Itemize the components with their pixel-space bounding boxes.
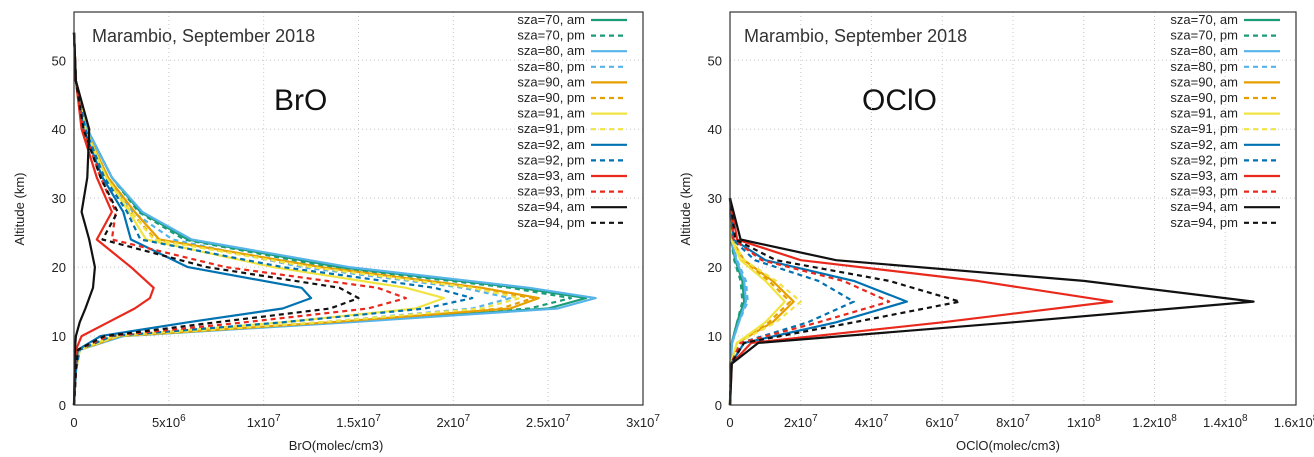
x-tick-label: 1.5x107 [336,413,381,430]
y-tick-label: 30 [708,191,722,206]
panel-title: Marambio, September 2018 [744,26,967,46]
x-tick-label: 1.2x108 [1132,413,1177,430]
species-annotation: OClO [862,84,937,117]
series-line [72,32,155,406]
legend-label: sza=94, pm [1170,215,1238,230]
y-tick-label: 40 [52,122,66,137]
y-tick-label: 10 [52,329,66,344]
series-line [728,198,1114,406]
y-tick-label: 0 [715,398,722,413]
legend-label: sza=92, pm [517,152,585,167]
y-axis-label: Altitude (km) [678,173,693,246]
x-tick-label: 5x106 [152,413,186,430]
panel-bro: Marambio, September 2018 BrO BrO(molec/c… [12,11,660,453]
legend-label: sza=93, pm [517,184,585,199]
legend-label: sza=90, pm [1170,90,1238,105]
series-line [728,197,1255,406]
x-tick-label: 1.4x108 [1203,413,1248,430]
legend-label: sza=94, am [1170,199,1238,214]
y-tick-label: 20 [708,260,722,275]
plot-frame [729,11,1297,406]
legend-label: sza=70, pm [517,28,585,43]
y-tick-label: 10 [708,329,722,344]
legend-label: sza=94, am [517,199,585,214]
series-line [728,198,855,406]
legend-label: sza=80, am [1170,43,1238,58]
x-tick-label: 4x107 [855,413,889,430]
x-tick-label: 6x107 [925,413,959,430]
legend-label: sza=91, pm [1170,121,1238,136]
plot-frame [73,11,644,406]
y-tick-label: 0 [59,398,66,413]
legend-label: sza=92, am [517,137,585,152]
series-line [728,198,908,406]
series-line [72,32,521,406]
x-tick-label: 2x107 [436,413,470,430]
species-annotation: BrO [274,84,327,117]
series-line [72,32,96,406]
series-line [72,32,407,406]
legend-label: sza=92, pm [1170,152,1238,167]
series-line [728,198,891,406]
legend-label: sza=80, pm [1170,59,1238,74]
series-line [728,198,961,406]
legend-label: sza=70, pm [1170,28,1238,43]
x-axis-label: OClO(molec/cm3) [956,438,1060,453]
series-line [72,32,474,406]
panel-oclo: Marambio, September 2018 OClO OClO(molec… [678,11,1314,453]
x-tick-label: 1x108 [1067,413,1101,430]
y-tick-label: 30 [52,191,66,206]
y-tick-label: 50 [708,53,722,68]
x-tick-label: 2.5x107 [526,413,571,430]
x-tick-label: 8x107 [996,413,1030,430]
y-axis-label: Altitude (km) [12,173,27,246]
y-tick-label: 20 [52,260,66,275]
x-axis-label: BrO(molec/cm3) [289,438,384,453]
legend-label: sza=70, am [517,12,585,27]
legend-label: sza=92, am [1170,137,1238,152]
y-tick-label: 50 [52,53,66,68]
legend-label: sza=93, pm [1170,184,1238,199]
x-tick-label: 0 [726,415,733,430]
x-tick-label: 0 [70,415,77,430]
x-tick-label: 2x107 [784,413,818,430]
legend-label: sza=70, am [1170,12,1238,27]
legend-label: sza=91, am [517,106,585,121]
series-line [728,198,802,406]
legend-label: sza=80, am [517,43,585,58]
legend-label: sza=91, pm [517,121,585,136]
legend-label: sza=90, am [517,74,585,89]
series-line [728,198,749,406]
legend-label: sza=93, am [517,168,585,183]
legend-label: sza=93, am [1170,168,1238,183]
series-lines [728,197,1255,406]
legend-label: sza=90, pm [517,90,585,105]
series-line [72,32,360,406]
x-tick-label: 1.6x108 [1274,413,1314,430]
legend-label: sza=80, pm [517,59,585,74]
y-tick-label: 40 [708,122,722,137]
panel-title: Marambio, September 2018 [92,26,315,46]
legend-label: sza=90, am [1170,74,1238,89]
x-tick-label: 3x107 [626,413,660,430]
series-lines [72,32,597,406]
legend-label: sza=94, pm [517,215,585,230]
legend-label: sza=91, am [1170,106,1238,121]
x-tick-label: 1x107 [247,413,281,430]
